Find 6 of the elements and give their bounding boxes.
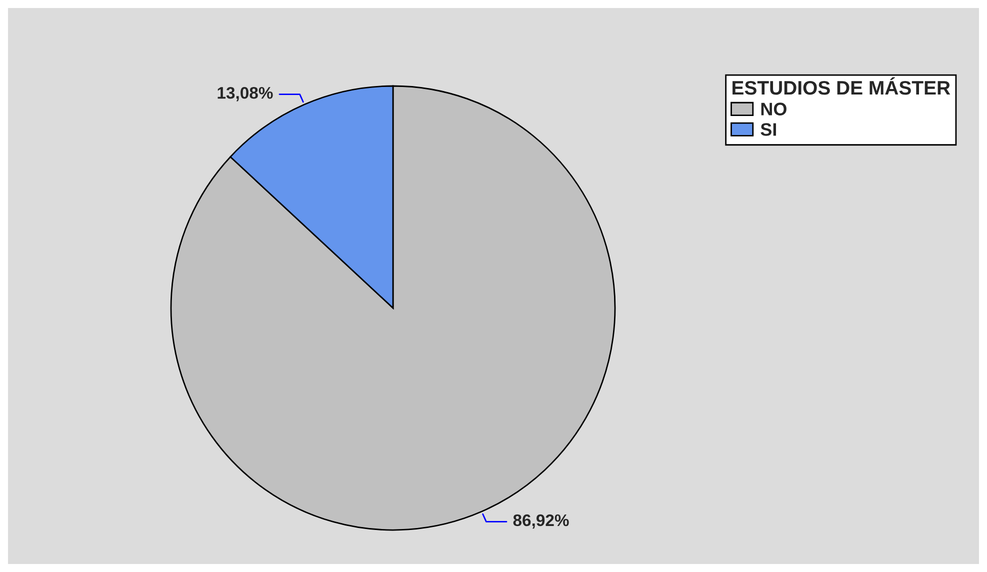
data-label: 86,92% bbox=[513, 514, 569, 529]
legend-label: SI bbox=[760, 123, 776, 136]
data-label: 13,08% bbox=[218, 86, 273, 102]
legend-label: NO bbox=[761, 102, 786, 116]
pie-slice bbox=[170, 85, 616, 531]
legend-title: ESTUDIOS DE MÁSTER bbox=[732, 77, 950, 95]
